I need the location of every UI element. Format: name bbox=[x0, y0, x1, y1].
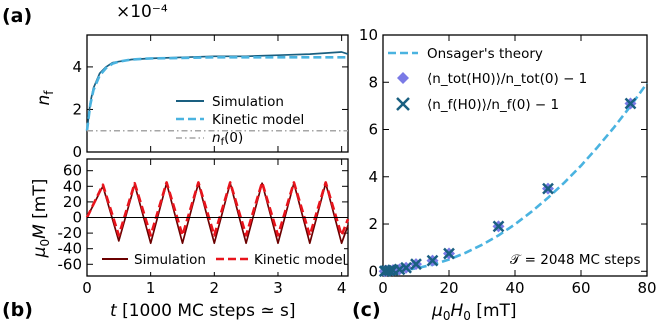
chart-c-xtick-label: 60 bbox=[571, 279, 590, 297]
chart-b-ylabel: μ0M [mT] bbox=[30, 179, 52, 259]
chart-a-multiplier: ×10⁻⁴ bbox=[116, 2, 168, 22]
chart-c-ytick-label: 2 bbox=[368, 215, 378, 233]
chart-a-ytick-label: 2 bbox=[72, 100, 82, 118]
chart-c-point-nf bbox=[492, 220, 505, 233]
chart-b-ytick-label: 60 bbox=[63, 162, 82, 180]
chart-a-frame bbox=[86, 34, 349, 153]
chart-c-ytick-label: 6 bbox=[368, 121, 378, 139]
chart-a-series-kinetic-model bbox=[85, 55, 348, 131]
chart-b-xtick-label: 0 bbox=[82, 279, 92, 297]
chart-b-ytick-label: -40 bbox=[58, 240, 83, 258]
chart-b-xtick-label: 1 bbox=[146, 279, 156, 297]
chart-c-point-nf bbox=[383, 264, 396, 277]
legend-c-nf: ⟨n_f(H0)⟩/n_f(0) − 1 bbox=[427, 97, 559, 113]
chart-b-ytick-label: 20 bbox=[63, 193, 82, 211]
legend-a-kinetic: Kinetic model bbox=[212, 112, 304, 128]
chart-b-xtick-label: 2 bbox=[210, 279, 220, 297]
legend-c-nf-swatch bbox=[396, 97, 410, 111]
chart-c-point-nf bbox=[443, 247, 455, 260]
chart-c-xtick-label: 40 bbox=[505, 279, 524, 297]
panel-label-b: (b) bbox=[2, 299, 33, 321]
chart-c-series-onsager-s-theory bbox=[382, 82, 649, 273]
chart-c-legend: Onsager's theory ⟨n_tot(H0)⟩/n_tot(0) − … bbox=[388, 46, 587, 113]
chart-c-xlabel: μ0H0 [mT] bbox=[431, 301, 517, 323]
chart-b-xtick-label: 3 bbox=[273, 279, 283, 297]
chart-b-xlabel: t [1000 MC steps ≃ s] bbox=[110, 301, 296, 321]
legend-b-simulation: Simulation bbox=[134, 252, 206, 268]
chart-b-xtick-label: 4 bbox=[337, 279, 347, 297]
chart-c-ytick-label: 8 bbox=[368, 73, 378, 91]
chart-c-annotation: 𝒯 = 2048 MC steps bbox=[510, 252, 640, 268]
chart-c-ytick-label: 0 bbox=[368, 262, 378, 280]
chart-b-ytick-label: 40 bbox=[63, 177, 82, 195]
chart-a-ytick-label: 4 bbox=[72, 58, 82, 76]
chart-b-ytick-label: 0 bbox=[72, 209, 82, 227]
chart-a-ylabel: nf bbox=[34, 90, 56, 106]
legend-c-onsager: Onsager's theory bbox=[427, 46, 543, 62]
chart-c-point-nf bbox=[400, 261, 412, 274]
chart-c-point-nf bbox=[542, 182, 554, 195]
chart-b: μ0M [mT] t [1000 MC steps ≃ s] 0 1 2 3 4-60-… bbox=[30, 158, 350, 321]
legend-c-ntot-swatch bbox=[397, 72, 409, 84]
chart-b-ytick-label: -20 bbox=[58, 224, 83, 242]
chart-c-ytick-label: 4 bbox=[368, 168, 378, 186]
chart-c: μ0H0 [mT] 0 20 40 60 80 0 2 4 6 8 10 Onsager's the… bbox=[359, 26, 657, 323]
chart-c-point-nf bbox=[426, 254, 439, 267]
chart-a: ×10⁻⁴ nf 0 2 4 Simulation Kinetic model nf… bbox=[34, 2, 349, 161]
legend-c-ntot: ⟨n_tot(H0)⟩/n_tot(0) − 1 bbox=[427, 71, 587, 87]
chart-c-ytick-label: 10 bbox=[359, 26, 378, 44]
panel-label-c: (c) bbox=[352, 299, 381, 321]
chart-c-xtick-label: 80 bbox=[637, 279, 656, 297]
chart-b-ytick-label: -60 bbox=[58, 255, 83, 273]
legend-a-simulation: Simulation bbox=[212, 94, 284, 110]
panel-label-a: (a) bbox=[2, 5, 32, 27]
legend-b-kinetic: Kinetic model bbox=[254, 252, 346, 268]
chart-c-xtick-label: 0 bbox=[378, 279, 388, 297]
chart-c-point-nf bbox=[624, 97, 637, 110]
chart-b-series-kinetic-model bbox=[85, 181, 350, 237]
legend-a-nf0: nf(0) bbox=[212, 130, 243, 148]
chart-c-point-nf bbox=[410, 258, 422, 271]
chart-b-legend: Simulation Kinetic model bbox=[99, 245, 346, 272]
chart-a-legend: Simulation Kinetic model nf(0) bbox=[176, 94, 304, 148]
chart-c-xtick-label: 20 bbox=[439, 279, 458, 297]
chart-a-ytick-label: 0 bbox=[72, 143, 82, 161]
